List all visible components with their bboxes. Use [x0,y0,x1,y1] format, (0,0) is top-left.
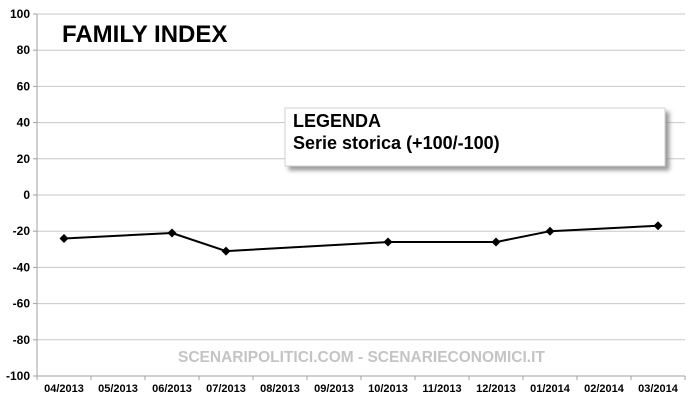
data-point [545,226,555,236]
x-tick-label: 06/2013 [152,383,192,395]
y-tick-label: 20 [17,152,31,166]
data-point [383,237,393,247]
data-point [653,221,663,231]
y-tick-label: 100 [10,7,30,21]
legend-entry: Serie storica (+100/-100) [293,133,500,153]
y-tick-label: -100 [6,369,30,383]
x-tick-label: 03/2014 [638,383,679,395]
y-tick-label: 80 [17,43,31,57]
series-line [59,221,663,256]
data-point [167,228,177,238]
y-tick-label: 40 [17,116,31,130]
x-tick-label: 04/2013 [44,383,84,395]
x-tick-label: 01/2014 [530,383,571,395]
x-tick-label: 05/2013 [98,383,138,395]
data-point [59,233,69,243]
y-tick-label: -80 [13,333,31,347]
x-axis: 04/2013 05/2013 06/2013 07/2013 08/2013 09/20… [36,376,686,395]
y-axis: 100 80 60 40 20 0 -20 -40 -60 -80 -100 [6,7,37,383]
x-tick-label: 07/2013 [206,383,246,395]
y-tick-label: 60 [17,79,31,93]
data-point [491,237,501,247]
x-tick-label: 11/2013 [422,383,461,395]
y-tick-label: -60 [13,297,31,311]
y-tick-label: 0 [23,188,30,202]
y-tick-label: -20 [13,224,31,238]
y-tick-label: -40 [13,260,31,274]
legend: LEGENDA Serie storica (+100/-100) [284,107,666,167]
x-tick-label: 09/2013 [314,383,354,395]
data-point [221,246,231,256]
x-tick-label: 12/2013 [476,383,516,395]
x-tick-label: 10/2013 [368,383,408,395]
x-tick-label: 02/2014 [584,383,625,395]
x-tick-label: 08/2013 [260,383,300,395]
chart-title: FAMILY INDEX [62,21,227,48]
watermark: SCENARIPOLITICI.COM - SCENARIECONOMICI.I… [178,349,545,366]
legend-title: LEGENDA [293,111,381,131]
legend-box [284,107,666,167]
